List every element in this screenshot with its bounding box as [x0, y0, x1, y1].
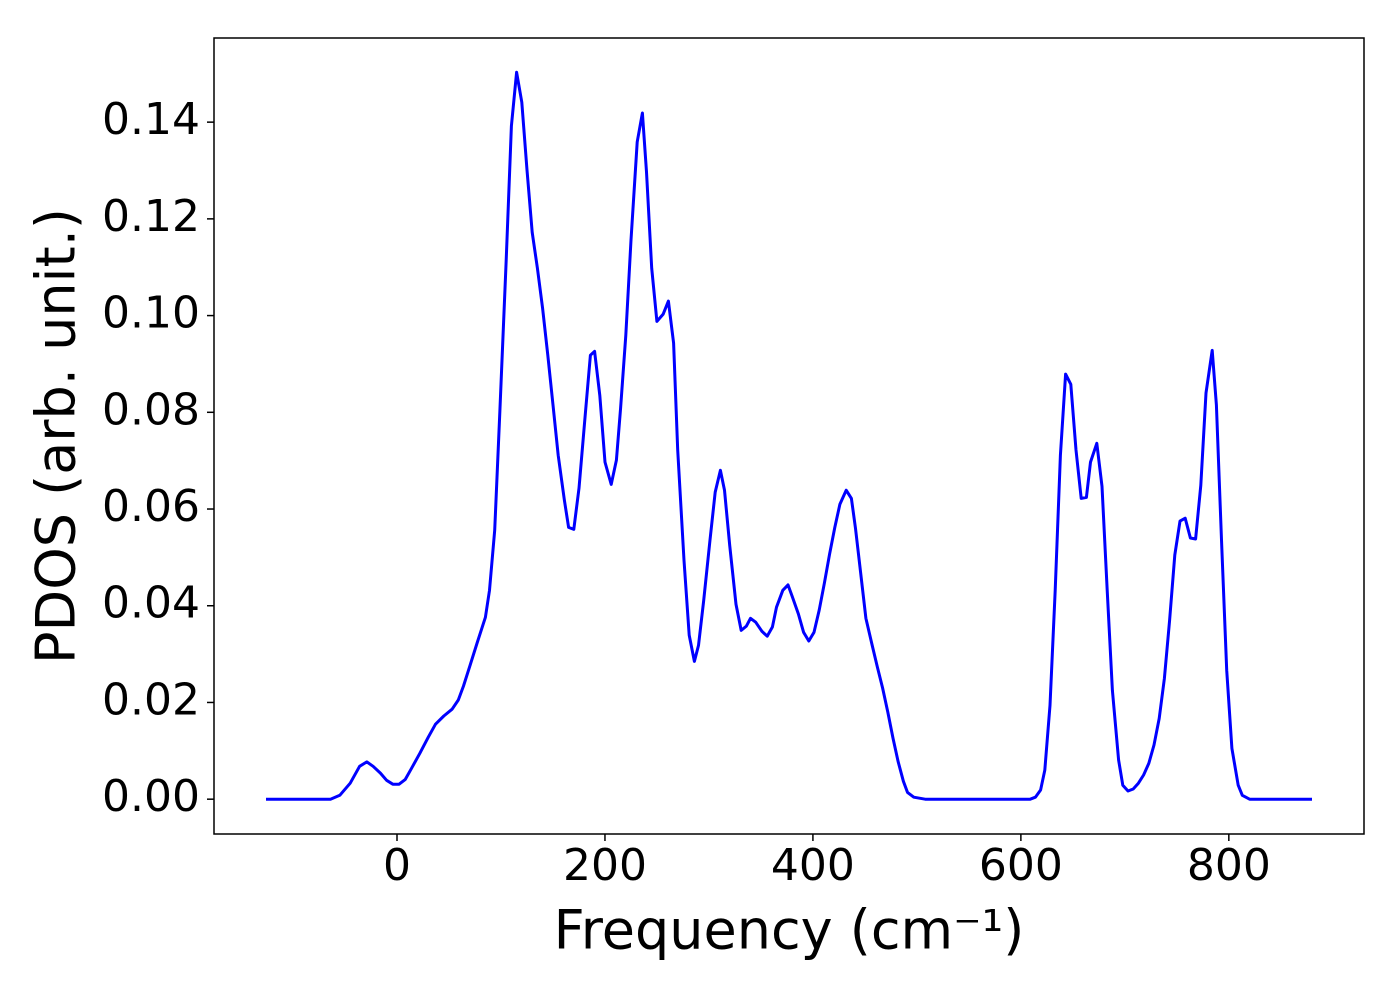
y-tick-label: 0.02 — [102, 674, 200, 725]
x-tick-label: 200 — [563, 840, 647, 891]
y-tick-label: 0.06 — [102, 481, 200, 532]
x-tick-label: 800 — [1187, 840, 1271, 891]
x-tick-label: 400 — [771, 840, 855, 891]
y-tick-label: 0.00 — [102, 771, 200, 822]
y-tick-label: 0.14 — [102, 94, 200, 145]
pdos-line — [266, 70, 1312, 801]
x-axis-label: Frequency (cm⁻¹) — [554, 899, 1025, 962]
y-tick-label: 0.08 — [102, 384, 200, 435]
plot-frame — [213, 37, 1365, 835]
y-tick-label: 0.10 — [102, 288, 200, 339]
x-tick-label: 600 — [979, 840, 1063, 891]
y-tick-label: 0.04 — [102, 578, 200, 629]
x-tick-label: 0 — [383, 840, 411, 891]
y-axis-label: PDOS (arb. unit.) — [25, 208, 88, 664]
y-tick-label: 0.12 — [102, 191, 200, 242]
